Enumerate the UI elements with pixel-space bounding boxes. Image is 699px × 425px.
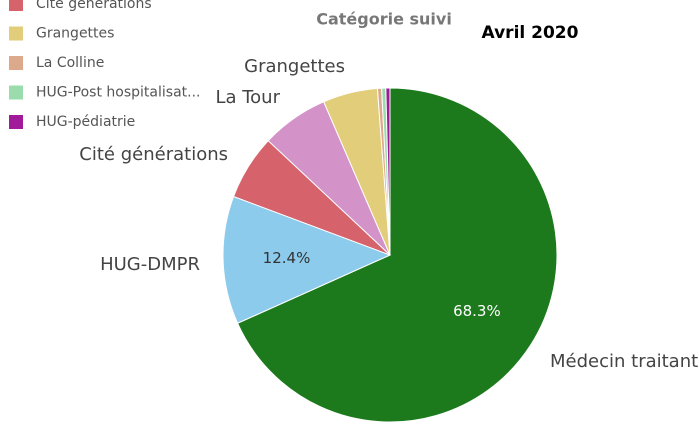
slice-label: Grangettes (244, 56, 345, 77)
legend-label: HUG-pédiatrie (36, 114, 135, 130)
slice-value-label: 12.4% (263, 249, 311, 267)
legend-swatch (9, 56, 23, 70)
legend-label: Grangettes (36, 26, 114, 42)
slice-label: Médecin traitant (550, 351, 698, 372)
slice-label: La Tour (215, 87, 280, 108)
legend-swatch (9, 26, 23, 41)
legend-label: Cité générations (36, 0, 152, 12)
chart-title: Catégorie suivi (316, 10, 452, 29)
chart-subtitle: Avril 2020 (482, 23, 579, 43)
legend-swatch (9, 0, 23, 11)
pie-slice (385, 87, 391, 256)
legend-label: La Colline (36, 55, 104, 71)
pie-slice (236, 87, 558, 423)
legend-swatch (9, 85, 23, 100)
legend-swatch (9, 115, 23, 129)
slice-label: Cité générations (79, 144, 228, 165)
pie-slice (222, 195, 392, 324)
slice-label: HUG-DMPR (100, 254, 200, 275)
slice-value-label: 68.3% (453, 302, 501, 320)
legend-label: HUG-Post hospitalisat... (36, 85, 201, 101)
